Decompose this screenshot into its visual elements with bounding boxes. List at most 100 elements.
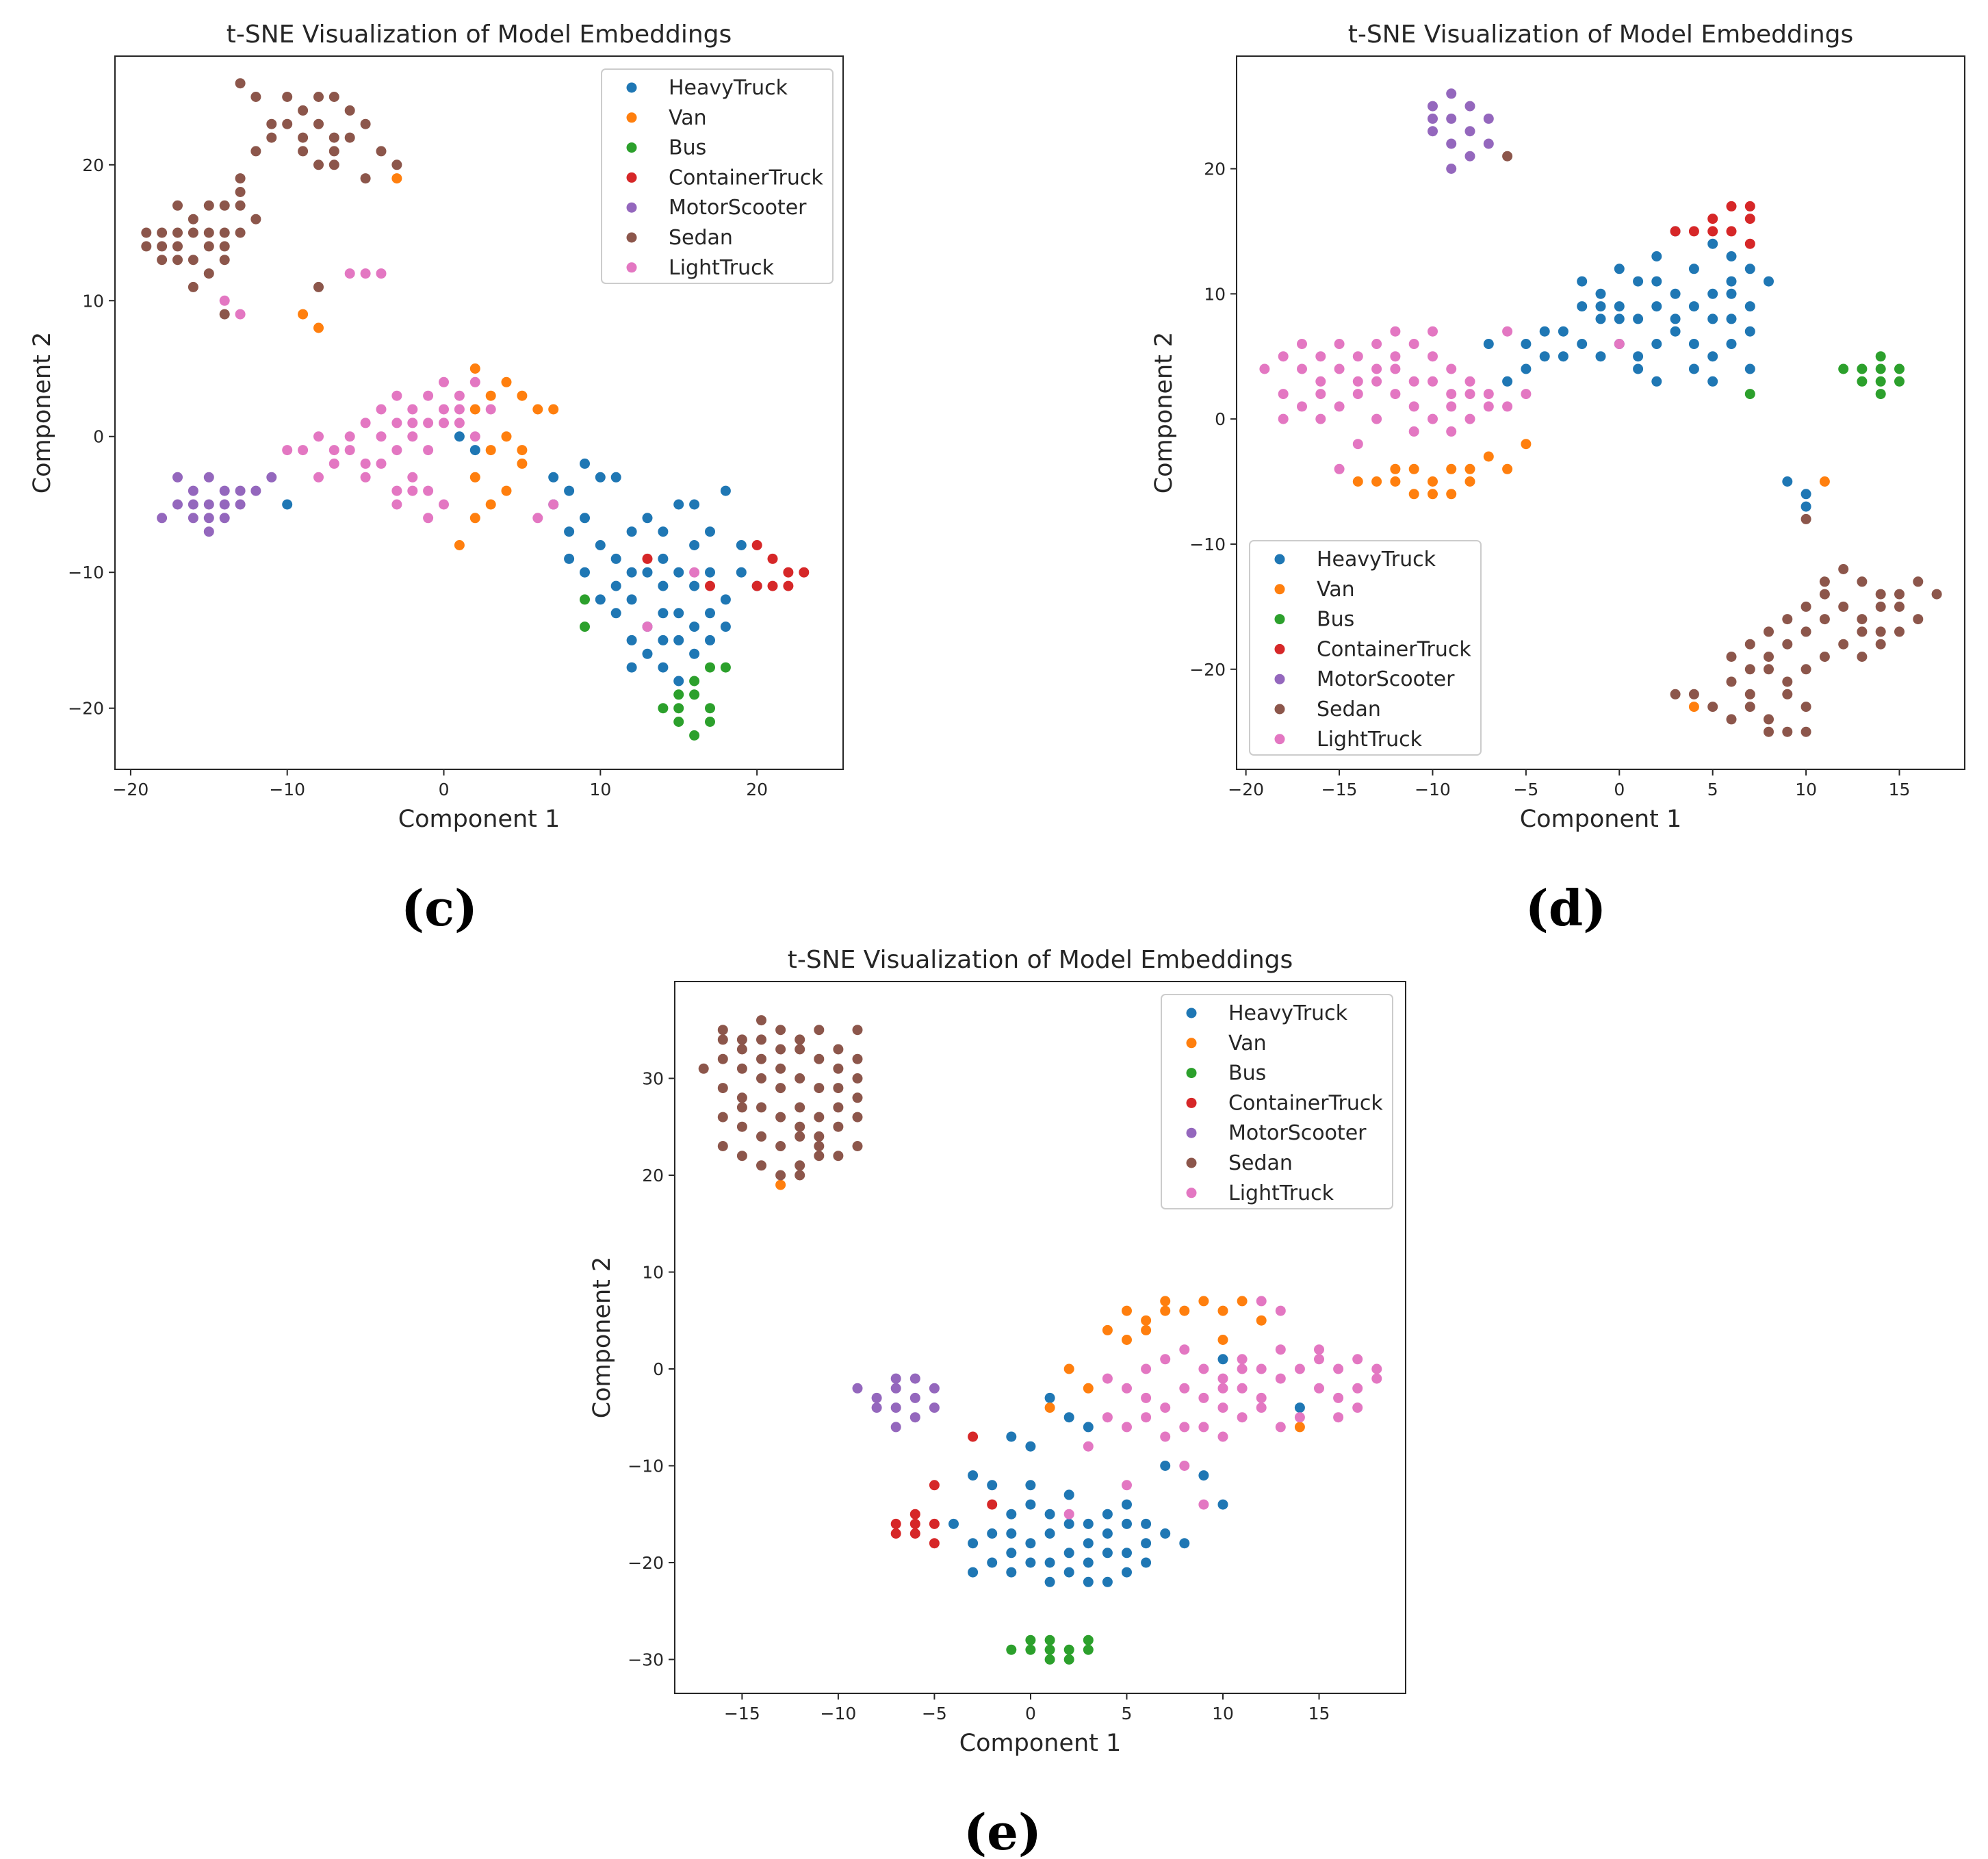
scatter-point [717,1112,728,1123]
scatter-point [1633,363,1644,374]
series-sedan [698,1015,863,1181]
scatter-point [203,499,214,510]
scatter-point [1595,288,1606,299]
scatter-point [1371,339,1382,349]
panel-label: (e) [964,1803,1042,1859]
scatter-point [929,1402,940,1413]
scatter-point [391,445,402,456]
legend-entry: ContainerTruck [1228,1091,1383,1115]
y-tick-label: 0 [653,1359,664,1379]
scatter-point [1333,1412,1344,1423]
scatter-point [1800,726,1811,737]
scatter-point [1502,376,1513,387]
scatter-point [1408,426,1419,437]
scatter-point [717,1141,728,1151]
scatter-point [909,1412,920,1423]
scatter-point [485,499,496,510]
scatter-point [1688,339,1699,349]
legend-marker [626,112,637,123]
scatter-point [423,445,434,456]
scatter-point [1333,1392,1344,1403]
scatter-point [658,634,669,645]
scatter-point [1141,1392,1152,1403]
x-axis-label: Component 1 [1520,806,1682,833]
scatter-point [1198,1392,1209,1403]
scatter-point [756,1160,766,1171]
scatter-point [1160,1296,1171,1307]
scatter-point [423,390,434,401]
scatter-point [833,1083,844,1094]
scatter-point [1083,1538,1094,1549]
scatter-point [1428,101,1438,112]
scatter-point [1217,1431,1228,1442]
scatter-point [1217,1305,1228,1316]
legend-entry: MotorScooter [1228,1121,1367,1145]
scatter-point [1063,1567,1074,1578]
scatter-point [1614,264,1625,274]
plot-frame [114,55,844,770]
scatter-point [689,580,700,591]
scatter-point [564,485,575,496]
scatter-point [1707,376,1718,387]
legend-marker [1274,734,1285,745]
scatter-point [814,1151,825,1162]
scatter-point [1006,1431,1017,1442]
scatter-point [756,1102,766,1113]
panel-label: (c) [401,879,478,937]
scatter-point [736,540,747,550]
scatter-point [595,472,606,483]
scatter-point [775,1063,786,1074]
legend-marker [626,142,637,153]
scatter-point [250,146,261,157]
series-motorscooter [852,1373,940,1433]
scatter-point [328,146,339,157]
scatter-point [1314,1354,1324,1365]
x-tick-label: 15 [1889,780,1911,799]
scatter-point [1707,238,1718,249]
legend-marker [1274,584,1285,595]
scatter-point [1875,639,1886,650]
scatter-point [1819,576,1830,587]
scatter-point [717,1083,728,1094]
scatter-point [1063,1509,1074,1520]
x-tick-label: 0 [1614,780,1625,799]
scatter-point [517,445,528,456]
x-tick-label: −20 [112,780,149,799]
scatter-point [1179,1383,1190,1394]
scatter-point [1428,376,1438,387]
scatter-point [1102,1576,1113,1587]
scatter-point [157,241,168,252]
scatter-point [1160,1402,1171,1413]
scatter-point [1744,702,1755,713]
scatter-point [501,431,512,442]
scatter-point [626,567,637,578]
scatter-point [795,1121,805,1132]
legend: HeavyTruck Van Bus ContainerTruck MotorScoot… [601,68,834,284]
scatter-point [1894,363,1905,374]
scatter-point [1122,1480,1132,1491]
scatter-point [250,92,261,102]
scatter-point [1044,1654,1055,1665]
scatter-point [626,594,637,605]
panel-label: (d) [1525,879,1606,937]
scatter-point [909,1518,920,1529]
scatter-point [1875,351,1886,362]
scatter-point [1670,313,1681,324]
scatter-point [1390,351,1401,362]
scatter-point [1744,664,1755,675]
scatter-point [439,499,449,510]
scatter-point [705,608,715,619]
scatter-point [1063,1412,1074,1423]
legend-entry: Sedan [1317,697,1381,721]
scatter-point [1707,288,1718,299]
scatter-point [172,499,183,510]
scatter-point [1333,1363,1344,1374]
scatter-point [890,1383,901,1394]
scatter-point [203,200,214,211]
scatter-point [1931,589,1942,600]
scatter-point [1838,363,1849,374]
scatter-point [1390,326,1401,337]
scatter-point [1502,326,1513,337]
scatter-point [203,513,214,524]
legend-marker [1274,614,1285,625]
